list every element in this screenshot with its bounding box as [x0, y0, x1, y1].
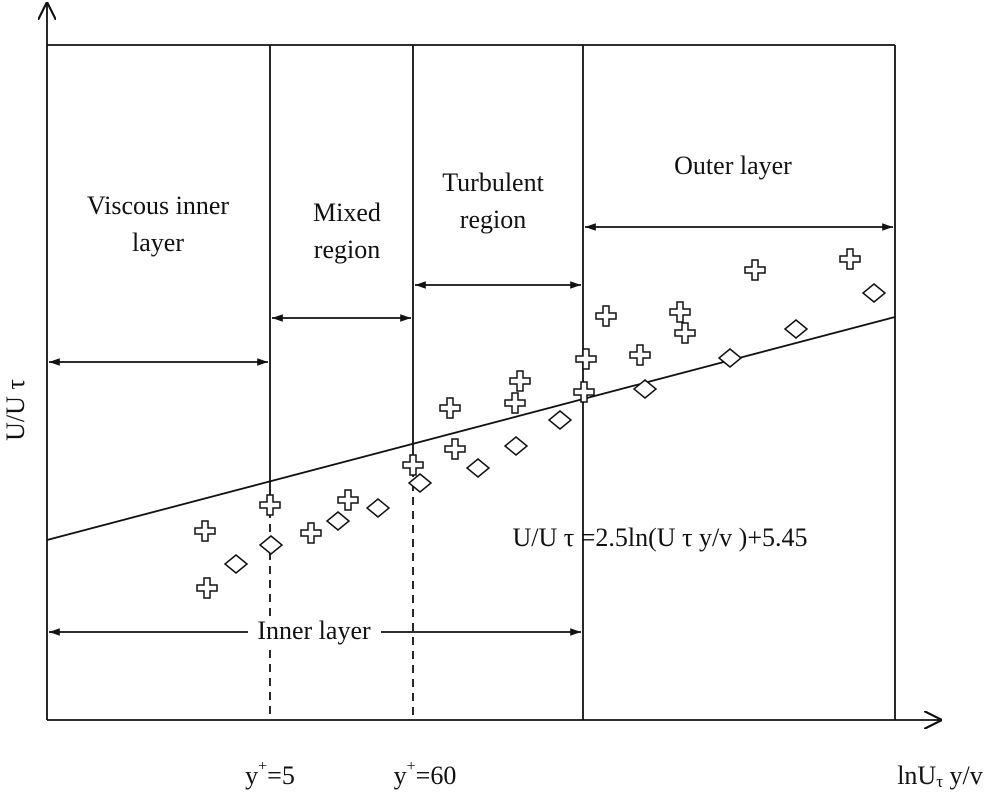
region-label: Mixed	[313, 198, 381, 227]
x-axis-label-main: lnU	[897, 761, 936, 790]
x-axis-label-sub: τ	[936, 772, 943, 791]
diamond-point	[258, 535, 284, 555]
region-label: Viscous inner	[87, 191, 229, 220]
plus-point	[504, 392, 526, 414]
marker-rest: =60	[416, 761, 457, 790]
plus-point	[196, 577, 218, 599]
plus-point	[674, 322, 696, 344]
marker-sup: +	[407, 758, 416, 775]
region-label: region	[314, 235, 380, 264]
plus-point	[573, 381, 595, 403]
region-label: Outer layer	[674, 151, 792, 180]
plus-point	[669, 301, 691, 323]
plus-point	[575, 348, 597, 370]
plus-point	[629, 344, 651, 366]
diamond-point	[861, 283, 887, 303]
arrows	[49, 223, 893, 636]
diamond-point	[783, 319, 809, 339]
plus-point	[300, 522, 322, 544]
x-axis-label: lnUτ y/v	[897, 761, 983, 791]
plus-point	[839, 248, 861, 270]
equation: U/U τ =2.5ln(U τ y/v )+5.45	[512, 523, 807, 552]
frame	[46, 44, 896, 720]
plus-point	[744, 259, 766, 281]
plus-point	[259, 494, 281, 516]
diamond-point	[632, 379, 658, 399]
plus-point	[509, 370, 531, 392]
diamond-point	[503, 436, 529, 456]
marker-label: y+=5	[245, 758, 295, 790]
plus-point	[444, 438, 466, 460]
plus-point	[439, 397, 461, 419]
diamond-point	[547, 410, 573, 430]
plus-point	[402, 454, 424, 476]
sample-points	[194, 248, 887, 599]
marker-sup: +	[258, 758, 267, 775]
region-label: region	[460, 205, 526, 234]
marker-label: y+=60	[394, 758, 457, 790]
plus-point	[194, 520, 216, 542]
x-axis-label-rest: y/v	[943, 761, 983, 790]
marker-base: y	[245, 761, 258, 790]
diamond-point	[223, 554, 249, 574]
diamond-point	[465, 458, 491, 478]
plus-point	[337, 489, 359, 511]
diamond-point	[325, 511, 351, 531]
y-axis-label: U/U τ	[1, 379, 30, 441]
region-label: layer	[132, 228, 184, 257]
diamond-point	[407, 473, 433, 493]
marker-rest: =5	[267, 761, 295, 790]
inner-layer-label: Inner layer	[257, 616, 371, 645]
log-law-line	[46, 316, 896, 541]
marker-base: y	[394, 761, 407, 790]
diamond-point	[717, 348, 743, 368]
diamond-point	[365, 498, 391, 518]
axes	[47, 2, 942, 720]
region-label: Turbulent	[442, 168, 544, 197]
plus-point	[595, 305, 617, 327]
